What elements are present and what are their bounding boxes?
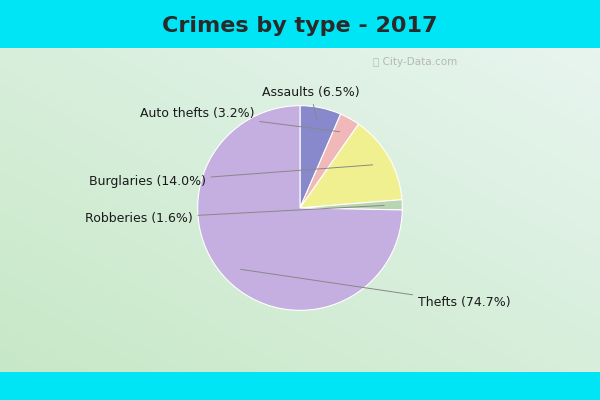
Wedge shape	[300, 114, 359, 208]
Wedge shape	[300, 106, 341, 208]
Text: Burglaries (14.0%): Burglaries (14.0%)	[89, 165, 373, 188]
Text: Robberies (1.6%): Robberies (1.6%)	[85, 206, 384, 225]
Text: Crimes by type - 2017: Crimes by type - 2017	[162, 16, 438, 36]
Text: Assaults (6.5%): Assaults (6.5%)	[262, 86, 359, 120]
Text: ⓘ City-Data.com: ⓘ City-Data.com	[373, 57, 457, 67]
Wedge shape	[300, 124, 402, 208]
Text: Thefts (74.7%): Thefts (74.7%)	[241, 269, 511, 309]
Wedge shape	[300, 200, 403, 210]
Wedge shape	[197, 106, 403, 310]
Text: Auto thefts (3.2%): Auto thefts (3.2%)	[140, 107, 340, 132]
